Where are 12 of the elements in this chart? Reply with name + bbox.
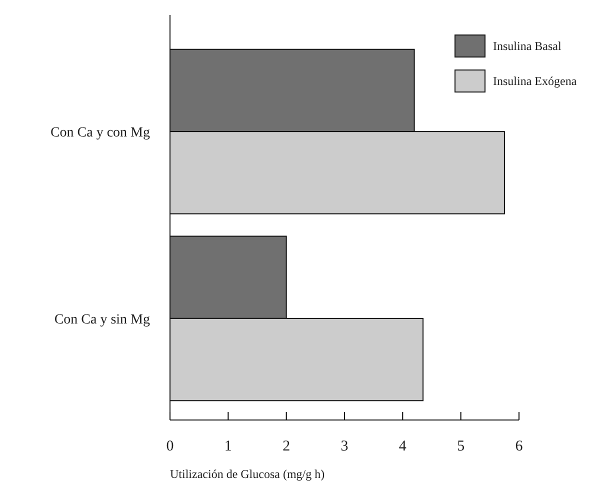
x-tick-label: 4 — [398, 438, 407, 455]
x-tick-label: 6 — [515, 438, 524, 455]
legend-label: Insulina Exógena — [493, 74, 578, 88]
x-tick-label: 5 — [457, 438, 465, 455]
x-tick-label: 2 — [282, 438, 290, 455]
legend-label: Insulina Basal — [493, 39, 562, 53]
x-tick-label: 1 — [224, 438, 232, 455]
x-tick-label: 0 — [166, 438, 174, 455]
y-tick-label: Con Ca y sin Mg — [54, 312, 150, 328]
x-tick-label: 3 — [340, 438, 348, 455]
y-tick-label: Con Ca y con Mg — [50, 126, 150, 141]
x-axis-title: Utilización de Glucosa (mg/g h) — [170, 467, 325, 481]
